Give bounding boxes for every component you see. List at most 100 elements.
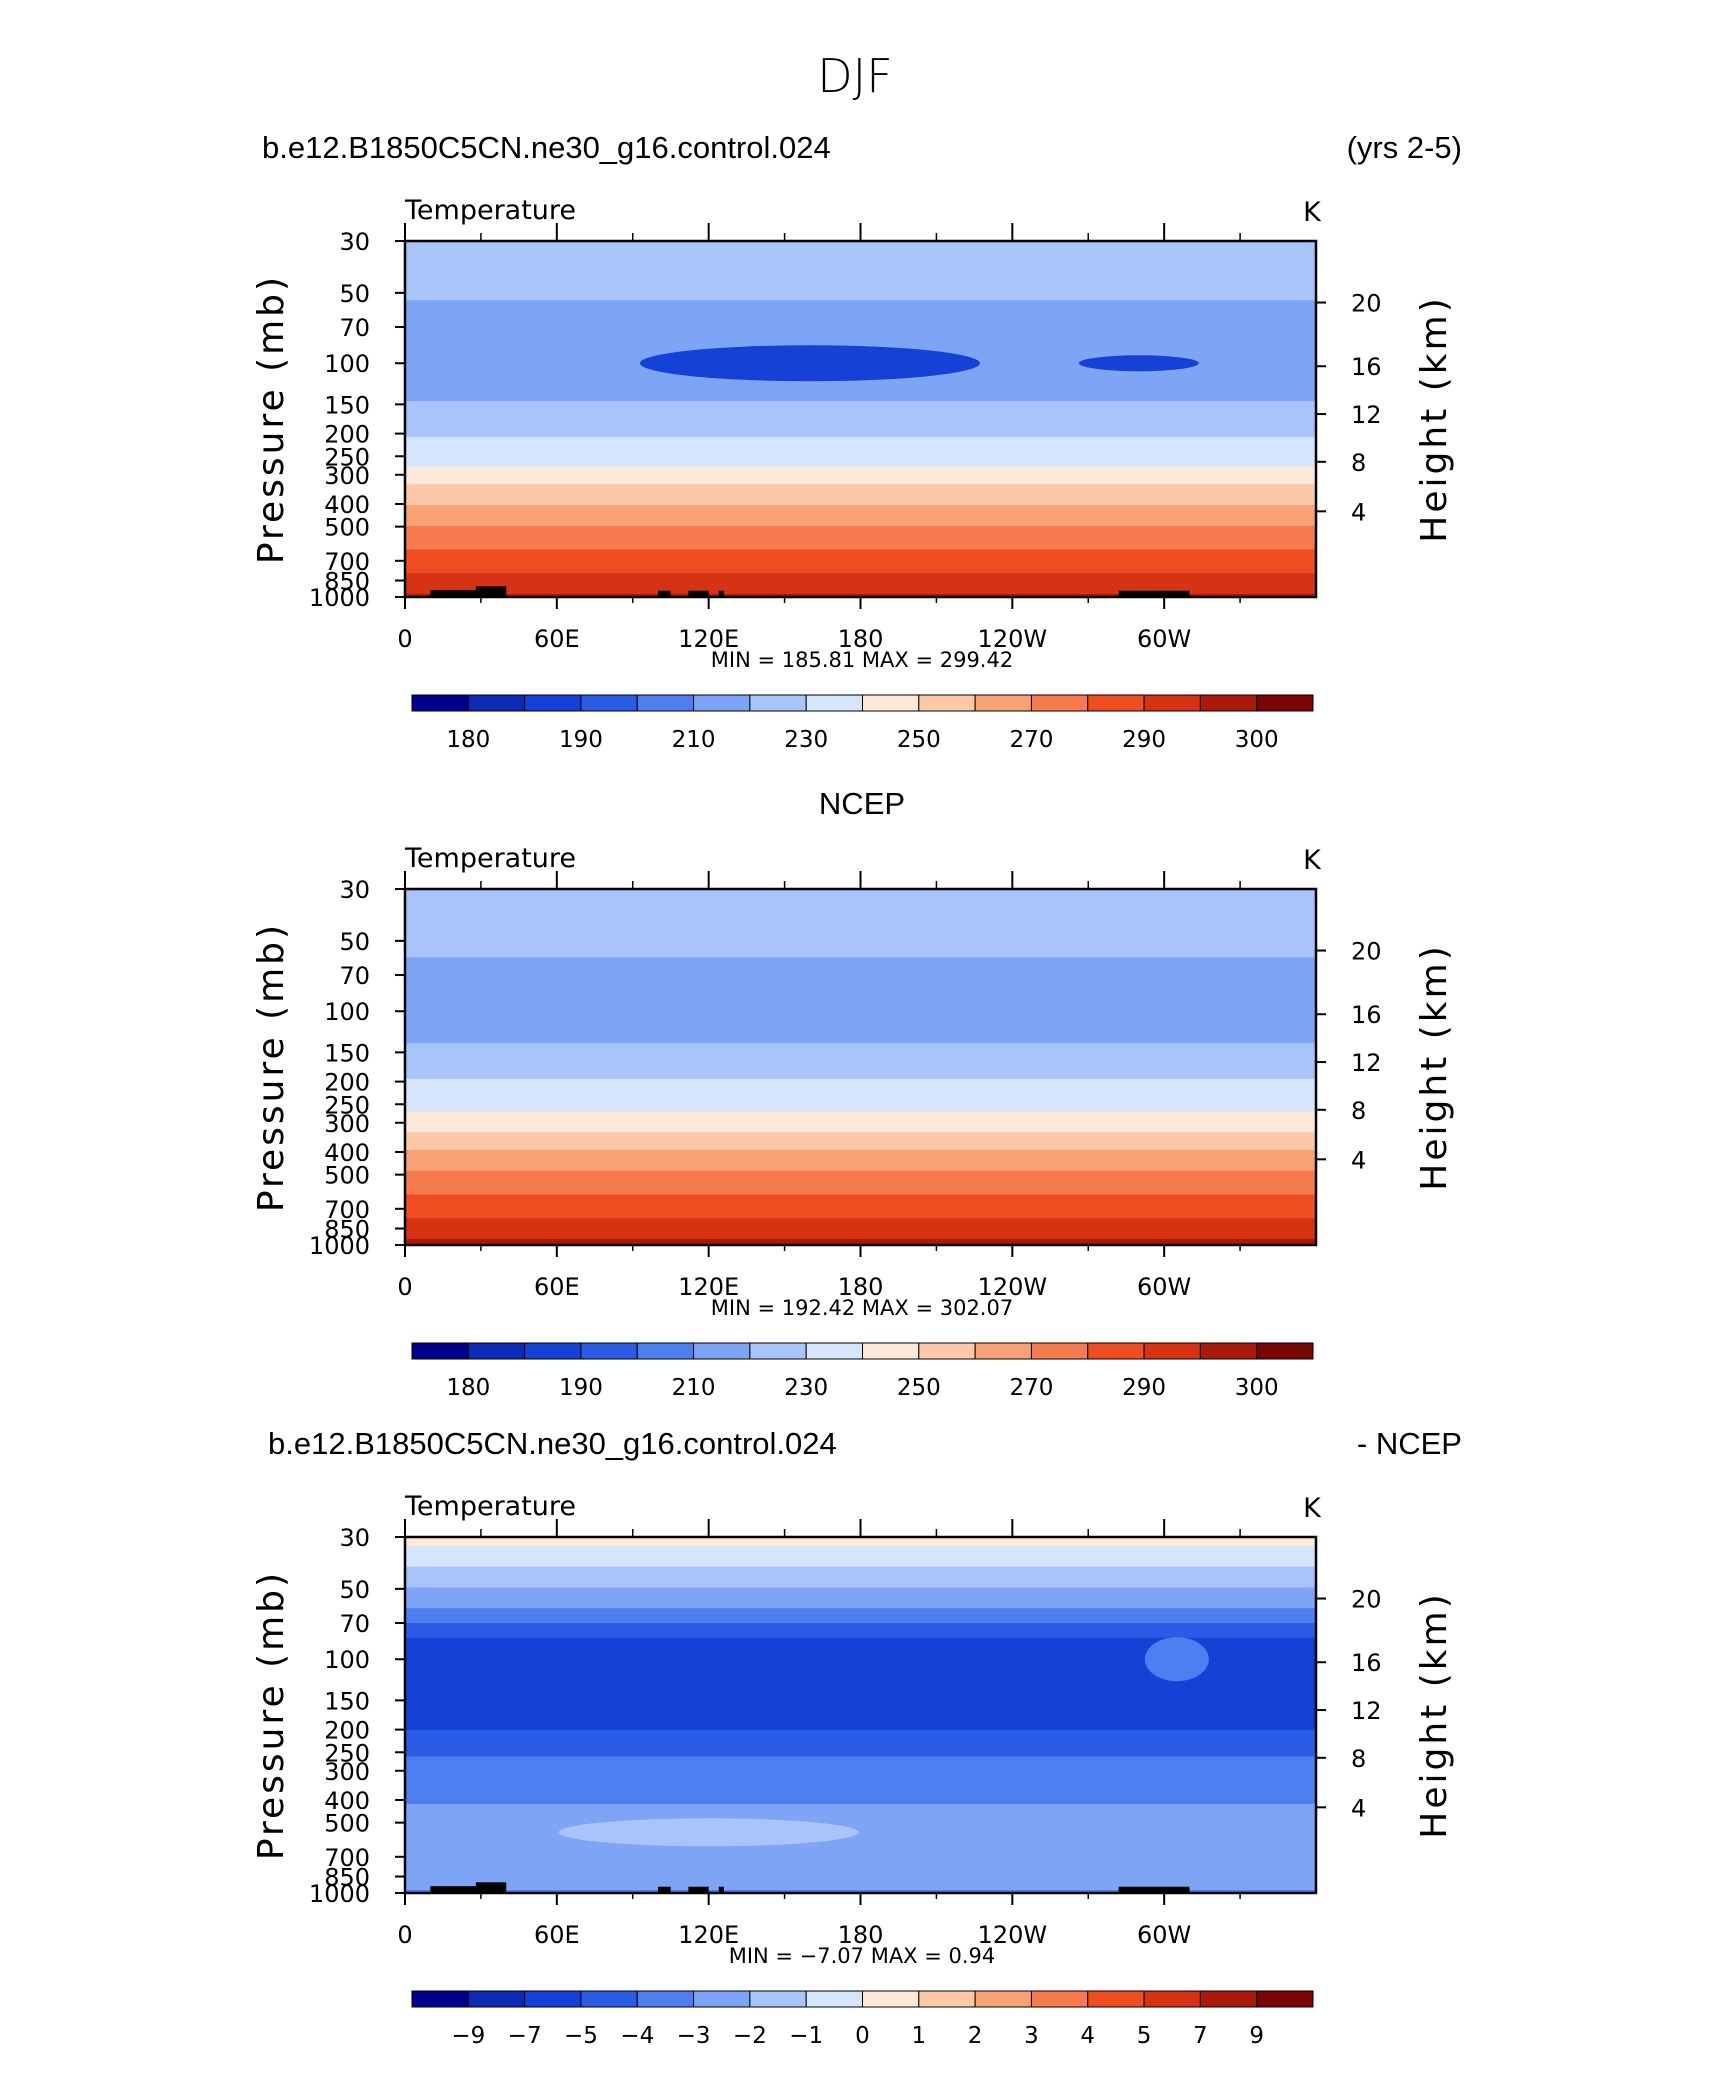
contour-band xyxy=(405,1676,1316,1680)
contour-band xyxy=(405,505,1316,509)
contour-band xyxy=(405,1539,1316,1544)
contour-band xyxy=(405,1815,1316,1820)
contour-band xyxy=(405,430,1316,435)
contour-band xyxy=(405,1611,1316,1615)
contour-band xyxy=(405,258,1316,263)
contour-band xyxy=(405,1176,1316,1181)
contour-band xyxy=(405,327,1316,331)
contour-band xyxy=(405,546,1316,551)
contour-band xyxy=(405,249,1316,254)
y-tick-label: 100 xyxy=(324,350,370,378)
contour-band xyxy=(405,1697,1316,1701)
contour-band xyxy=(405,279,1316,284)
contour-band xyxy=(405,978,1316,982)
height-tick-label: 4 xyxy=(1351,1146,1366,1174)
contour-band xyxy=(405,273,1316,278)
contour-band xyxy=(405,915,1316,920)
contour-band xyxy=(405,421,1316,426)
contour-band xyxy=(405,383,1316,387)
contour-band xyxy=(405,972,1316,976)
contour-band xyxy=(405,1715,1316,1719)
contour-band xyxy=(405,243,1316,248)
x-tick-label: 120W xyxy=(978,1921,1048,1949)
contour-band xyxy=(405,1729,1316,1734)
contour-band xyxy=(405,900,1316,905)
topography xyxy=(475,1882,507,1893)
panel-3: b.e12.B1850C5CN.ne30_g16.control.024 - NC… xyxy=(251,1426,1462,2049)
colorbar-box xyxy=(1143,1342,1201,1360)
contour-band xyxy=(405,1750,1316,1755)
contour-band xyxy=(405,1887,1316,1891)
contour-band xyxy=(405,894,1316,899)
contour-band xyxy=(405,294,1316,298)
contour-band xyxy=(405,963,1316,967)
stats-label: MIN = 185.81 MAX = 299.42 xyxy=(711,648,1013,672)
contour-band xyxy=(405,1135,1316,1139)
y-tick-label: 700 xyxy=(324,1844,370,1872)
height-tick-label: 8 xyxy=(1351,1745,1366,1773)
contour-band xyxy=(405,1605,1316,1609)
colorbar-box xyxy=(1256,1990,1314,2008)
contour-band xyxy=(405,522,1316,527)
contour-band xyxy=(405,1123,1316,1127)
y-tick-label: 30 xyxy=(339,228,370,256)
contour-band xyxy=(405,1608,1316,1612)
topography xyxy=(1118,590,1190,597)
contour-band xyxy=(405,1614,1316,1618)
contour-band xyxy=(405,933,1316,938)
contour-band xyxy=(405,1004,1316,1009)
y-tick-label: 500 xyxy=(324,514,370,542)
topography xyxy=(430,590,481,597)
contour-band xyxy=(405,513,1316,518)
colorbar-label: 3 xyxy=(1024,2023,1039,2049)
height-tick-label: 20 xyxy=(1351,1586,1382,1614)
contour-band xyxy=(405,1049,1316,1053)
right-title: (yrs 2-5) xyxy=(1347,130,1462,165)
colorbar-label: 290 xyxy=(1122,727,1166,753)
colorbar-label: 190 xyxy=(559,727,603,753)
y-tick-label: 100 xyxy=(324,1646,370,1674)
contour-band xyxy=(405,392,1316,396)
contour-band xyxy=(405,1836,1316,1841)
colorbar-label: 210 xyxy=(672,1375,716,1401)
contour-band xyxy=(405,1821,1316,1826)
contour-band xyxy=(405,321,1316,325)
contour-band xyxy=(405,957,1316,961)
contour-band xyxy=(405,912,1316,917)
contour-field xyxy=(405,889,1316,1245)
contour-band xyxy=(405,1209,1316,1213)
contour-band xyxy=(405,1150,1316,1154)
contour-band xyxy=(405,519,1316,524)
contour-band xyxy=(405,906,1316,911)
contour-band xyxy=(405,1735,1316,1740)
colorbar-label: 4 xyxy=(1080,2023,1095,2049)
contour-band xyxy=(405,300,1316,304)
contour-band xyxy=(405,1720,1316,1725)
contour-band xyxy=(405,1554,1316,1559)
contour-band xyxy=(405,573,1316,577)
contour-band xyxy=(405,1129,1316,1133)
contour-field xyxy=(405,1537,1316,1893)
contour-band xyxy=(405,555,1316,560)
y-tick-label: 1000 xyxy=(309,1232,370,1260)
contour-band xyxy=(405,1762,1316,1767)
contour-band xyxy=(405,318,1316,322)
contour-band xyxy=(405,1114,1316,1119)
colorbar-box xyxy=(1256,1342,1314,1360)
colorbar-box xyxy=(805,1990,863,2008)
contour-band xyxy=(405,1626,1316,1630)
height-tick-label: 12 xyxy=(1351,1697,1382,1725)
topography xyxy=(688,590,709,597)
contour-band xyxy=(405,1141,1316,1145)
contour-band xyxy=(405,528,1316,533)
stats-label: MIN = −7.07 MAX = 0.94 xyxy=(729,1944,996,1968)
y-tick-label: 70 xyxy=(339,1610,370,1638)
contour-band xyxy=(405,1866,1316,1870)
contour-band xyxy=(405,980,1316,985)
colorbar-label: −5 xyxy=(564,2023,598,2049)
contour-band xyxy=(405,975,1316,979)
y-tick-label: 50 xyxy=(339,1576,370,1604)
x-tick-label: 120E xyxy=(678,1273,739,1301)
contour-band xyxy=(405,1096,1316,1101)
contour-band xyxy=(405,1827,1316,1832)
